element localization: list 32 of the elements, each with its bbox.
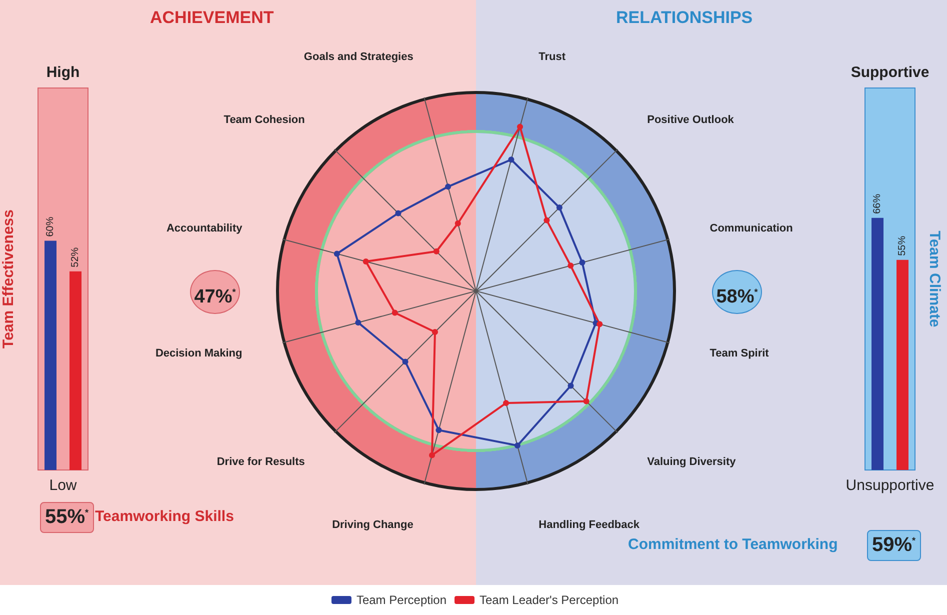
y-axis-title: Team Climate (926, 230, 943, 328)
data-label: 60% (45, 216, 56, 237)
spoke-label: Accountability (166, 222, 244, 234)
text: RELATIONSHIPS (616, 8, 753, 28)
spoke-label: Decision Making (155, 348, 242, 360)
spoke-label: Valuing Diversity (647, 456, 737, 468)
legend-label: Team Leader's Perception (480, 593, 619, 607)
text: 47%$^{*}$ (190, 270, 240, 314)
data-label: 52% (70, 247, 81, 268)
spoke-label: Positive Outlook (647, 114, 735, 126)
text: ACHIEVEMENT (150, 8, 274, 28)
text: 59%$^{*}$ (867, 530, 921, 561)
spoke-label: Trust (538, 51, 566, 64)
y-axis-title: Team Effectiveness (0, 210, 17, 348)
spoke-label: Drive for Results (216, 456, 305, 468)
spoke-label: Team Spirit (710, 348, 770, 360)
text: High (46, 64, 80, 81)
text: Low (49, 477, 77, 494)
text: 55%$^{*}$ (40, 502, 94, 533)
text: Supportive (850, 64, 930, 81)
spoke-label: Handling Feedback (538, 518, 640, 531)
text: 58%$^{*}$ (712, 270, 762, 314)
text: Unsupportive (846, 477, 934, 494)
text: Teamworking Skills (95, 508, 234, 525)
spoke-label: Goals and Strategies (304, 51, 414, 64)
spoke-label: Communication (710, 222, 794, 234)
text: Commitment to Teamworking (628, 536, 838, 553)
data-label: 66% (872, 194, 883, 214)
spoke-label: Driving Change (332, 518, 414, 531)
legend-label: Team Perception (356, 593, 447, 607)
data-label: 55% (897, 236, 908, 256)
spoke-label: Team Cohesion (224, 114, 306, 126)
